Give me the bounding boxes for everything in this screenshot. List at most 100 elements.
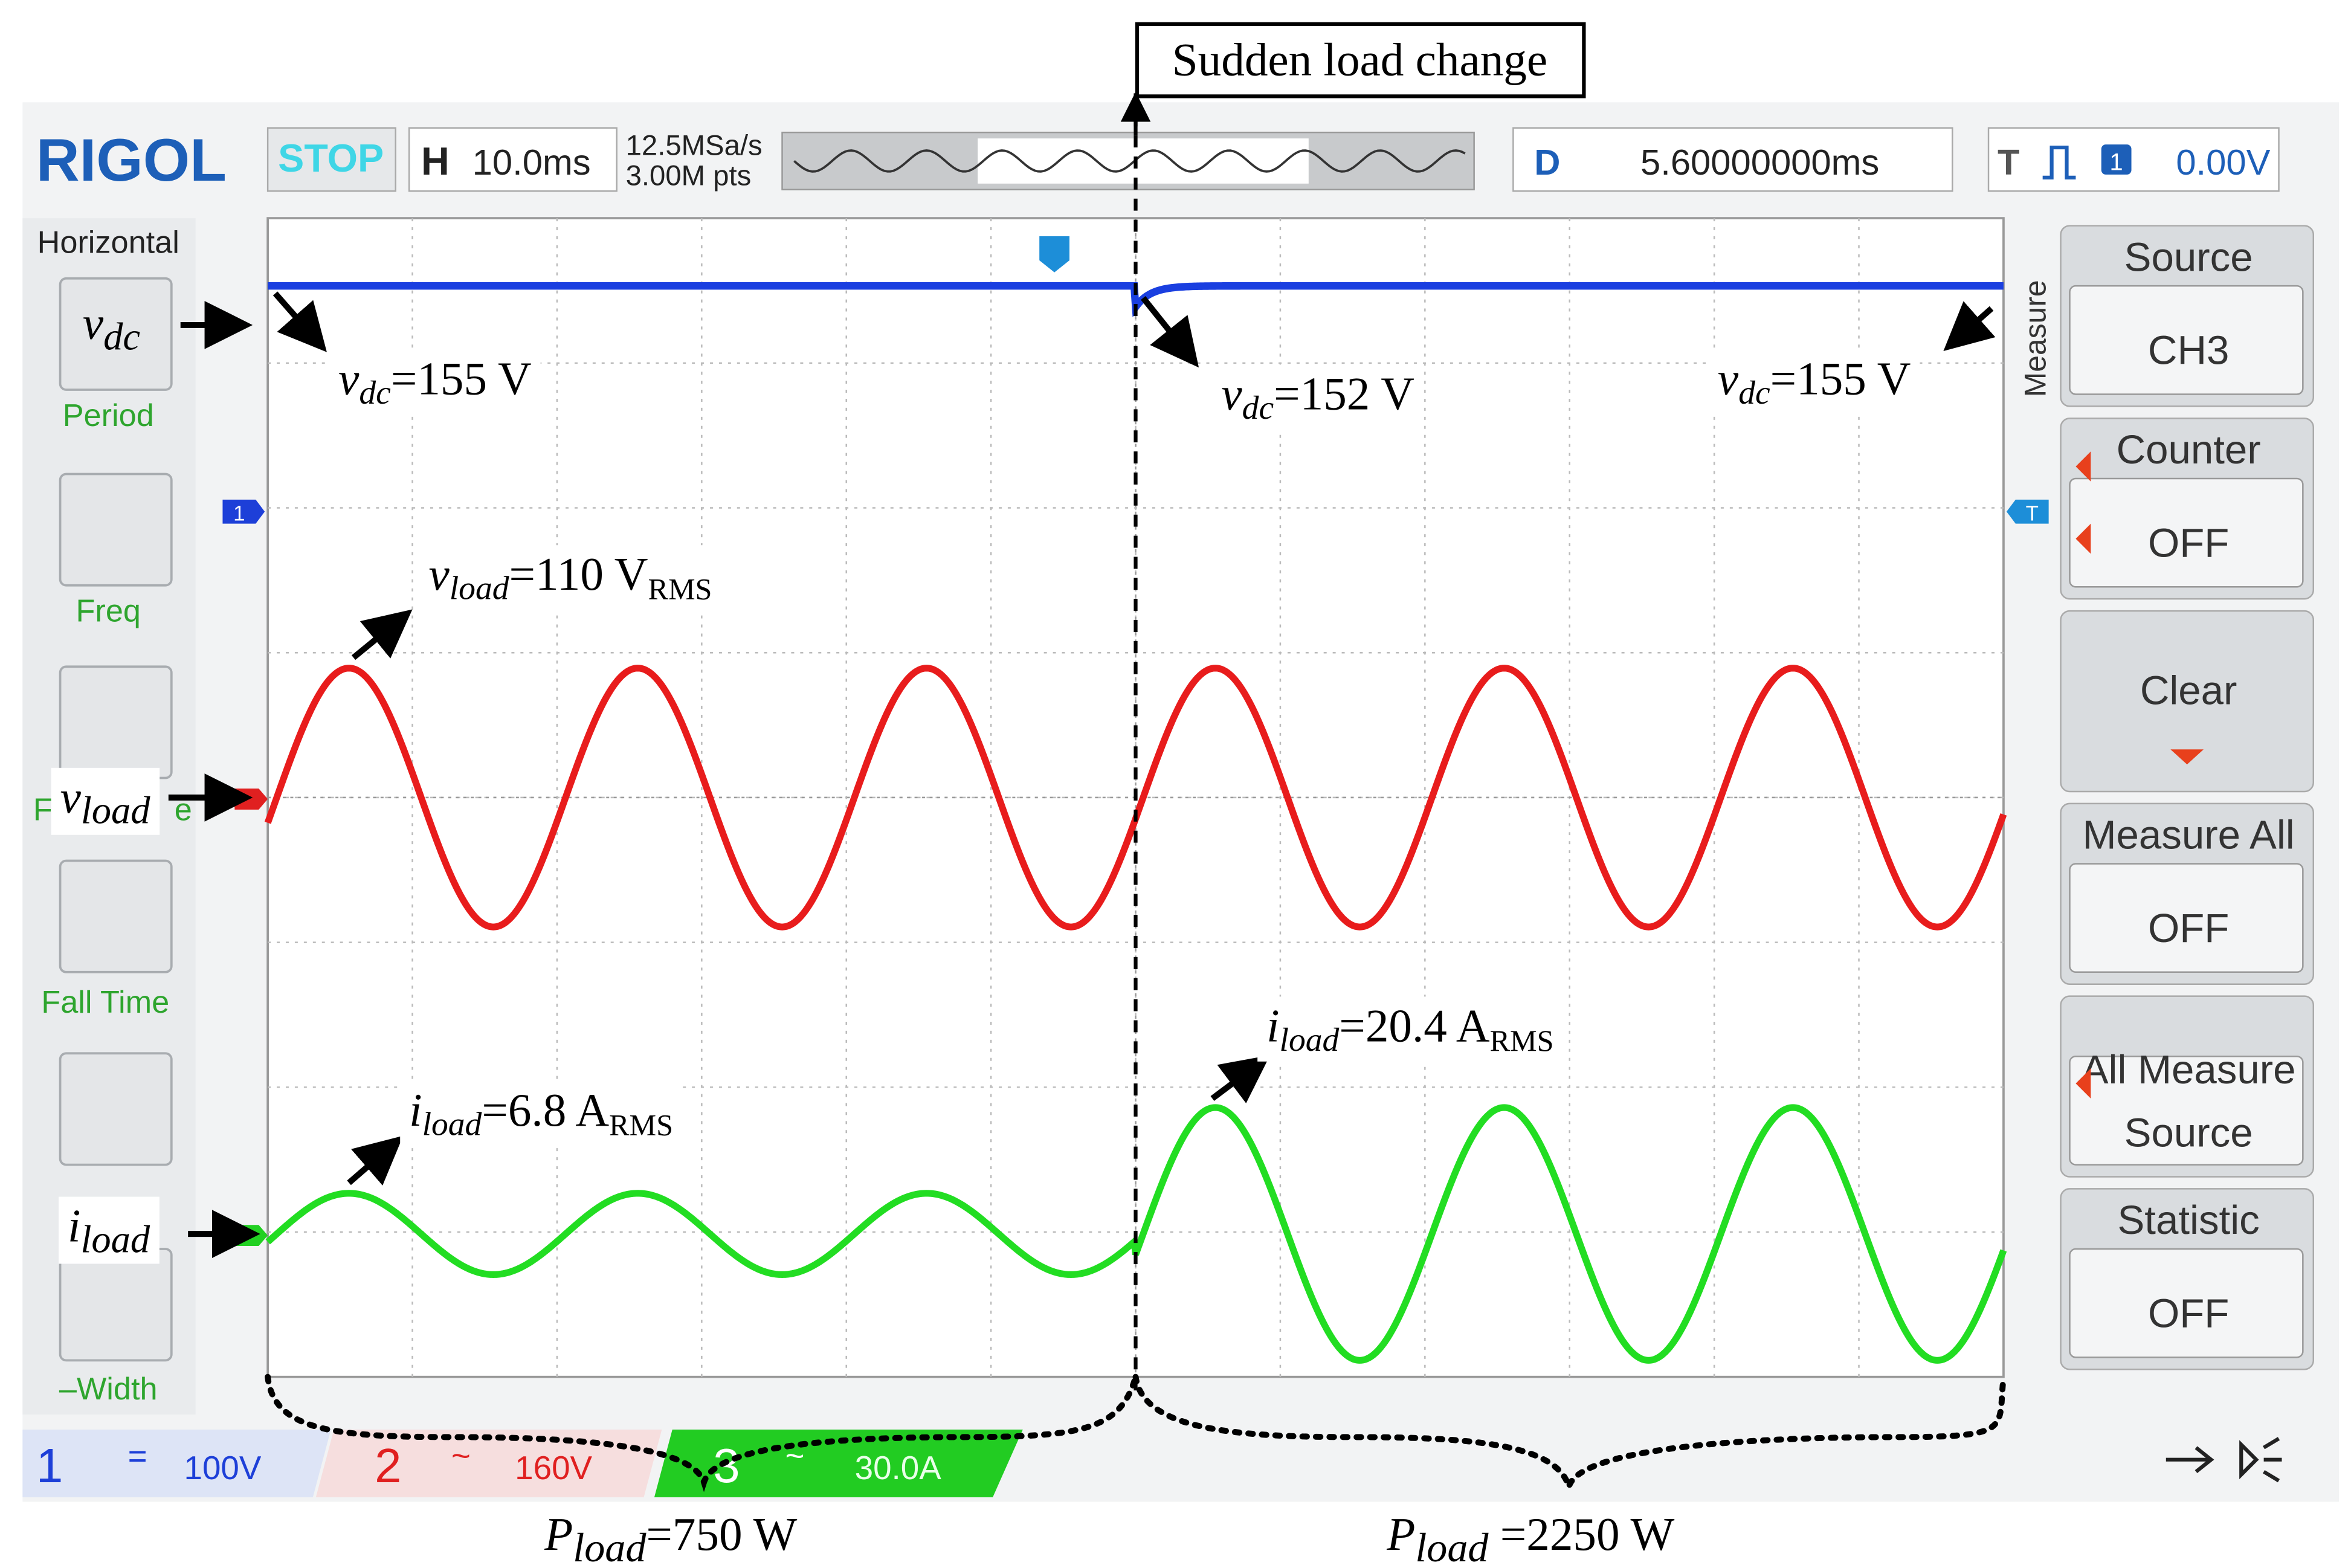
arrow <box>351 609 413 660</box>
value-text: =155 V <box>1770 352 1911 404</box>
brand: RIGOL <box>36 127 227 194</box>
subscript: load <box>422 1105 482 1143</box>
value-box <box>2069 477 2304 588</box>
subscript: load <box>450 570 509 607</box>
right-menu-title: Measure <box>2019 280 2053 397</box>
symbol: v <box>1221 367 1242 419</box>
button-label: Measure All <box>2083 813 2295 858</box>
menu-item: Fall Time <box>41 985 169 1020</box>
d-box[interactable] <box>1512 127 1953 192</box>
annotation: vload=110 VRMS <box>428 548 712 607</box>
button-label: Counter <box>2117 427 2261 473</box>
menu-button[interactable] <box>59 1248 173 1362</box>
label-bg <box>400 1080 682 1146</box>
menu-button[interactable] <box>2060 610 2315 793</box>
trigger-level: 0.00V <box>2176 142 2270 182</box>
symbol: v <box>60 771 82 823</box>
braces <box>265 1373 2007 1498</box>
annotation: vdc=155 V <box>338 352 532 411</box>
subscript: dc <box>1738 374 1770 411</box>
annotation: vload <box>60 771 151 832</box>
button-label: Source <box>2124 234 2253 280</box>
menu-item: –Width <box>59 1372 158 1407</box>
value-box <box>2069 285 2304 395</box>
subscript: dc <box>103 314 140 358</box>
arrows <box>168 291 1996 1258</box>
status: STOP <box>278 136 384 180</box>
value-text: =152 V <box>1274 367 1414 419</box>
label-bg <box>51 767 160 835</box>
unit-subscript: RMS <box>609 1108 673 1141</box>
memory-window <box>978 138 1309 184</box>
ch-number: 3 <box>713 1439 740 1492</box>
menu-button[interactable] <box>59 473 173 587</box>
symbol: i <box>409 1084 422 1136</box>
menu-button[interactable] <box>59 859 173 973</box>
annotation: Pload =2250 W <box>1386 1508 1674 1568</box>
subscript: dc <box>1242 389 1274 427</box>
button-value: OFF <box>2148 1291 2229 1337</box>
select-icon <box>2075 523 2091 554</box>
label-bg <box>1377 1505 1684 1568</box>
subscript: dc <box>359 374 391 411</box>
label-bg <box>329 349 541 415</box>
status-box[interactable] <box>266 127 396 192</box>
symbol: v <box>83 297 104 349</box>
trigger-marker <box>2006 499 2049 524</box>
symbol: v <box>428 548 450 600</box>
subscript: load <box>1415 1524 1489 1568</box>
label-bg <box>59 1196 160 1264</box>
t-box[interactable] <box>1987 127 2280 192</box>
ch-number: 2 <box>375 1439 401 1492</box>
button-label: Statistic <box>2117 1198 2259 1243</box>
trig-ch-box <box>2101 144 2132 175</box>
arrow <box>1210 1055 1271 1103</box>
t-label: T <box>1998 142 2019 182</box>
subscript: load <box>80 1218 150 1261</box>
button-label: Clear <box>2140 668 2237 713</box>
value-text: =2250 W <box>1488 1508 1674 1560</box>
label-bg <box>1257 996 1563 1062</box>
left-buttons <box>59 277 173 1362</box>
trigger-channel: 1 <box>2110 149 2123 175</box>
menu-item: Freq <box>76 594 141 629</box>
event-label: Sudden load change <box>1172 34 1547 86</box>
menu-button[interactable] <box>59 1052 173 1166</box>
ch3-box[interactable] <box>654 1429 1023 1497</box>
annotation: vdc=155 V <box>1718 352 1911 411</box>
button-label: All Measure <box>2082 1047 2296 1092</box>
button-value: OFF <box>2148 906 2229 951</box>
unit-subscript: RMS <box>1490 1024 1554 1057</box>
value-box <box>2069 1248 2304 1358</box>
button-value: OFF <box>2148 520 2229 566</box>
trigger-marker-label: T <box>2026 502 2039 526</box>
ch1-marker <box>222 499 265 524</box>
value-text: =750 W <box>646 1508 797 1560</box>
select-icon <box>2075 1068 2091 1099</box>
value-text: =155 V <box>391 352 532 404</box>
label-bg <box>535 1505 807 1568</box>
symbol: v <box>338 352 360 404</box>
ch-scale: 100V <box>184 1449 261 1486</box>
arrow <box>273 291 327 352</box>
h-label: H <box>421 139 450 183</box>
edge-icon <box>2042 145 2076 179</box>
annotation: vdc <box>83 297 140 358</box>
menu-title: Horizontal <box>37 225 179 260</box>
unit-subscript: RMS <box>648 572 712 606</box>
symbol: P <box>1386 1508 1415 1560</box>
ch2-box[interactable] <box>315 1429 662 1497</box>
annotation: iload=6.8 ARMS <box>409 1084 673 1143</box>
delay: 5.60000000ms <box>1640 142 1879 182</box>
ch1-box[interactable] <box>22 1429 331 1497</box>
annotation: iload=20.4 ARMS <box>1266 999 1553 1058</box>
arrow <box>1141 295 1199 368</box>
h-box[interactable] <box>408 127 618 192</box>
annotation: iload <box>68 1200 150 1261</box>
ch-number: 1 <box>36 1439 63 1492</box>
label-bg <box>419 545 721 610</box>
menu-button[interactable] <box>59 277 173 391</box>
menu-button[interactable] <box>59 665 173 779</box>
